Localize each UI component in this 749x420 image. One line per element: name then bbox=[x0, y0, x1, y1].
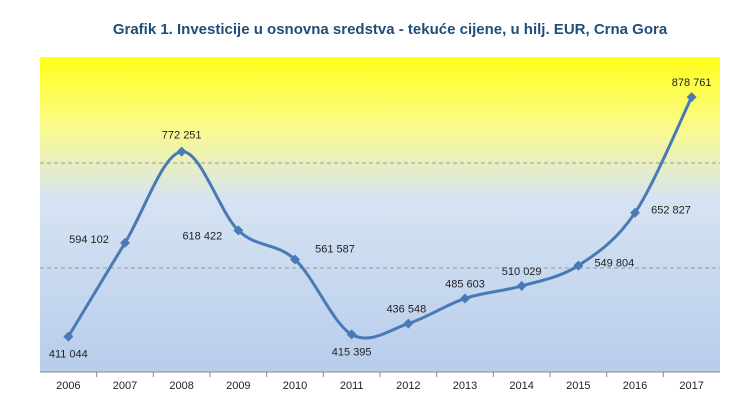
data-label: 618 422 bbox=[182, 230, 222, 242]
marker bbox=[686, 92, 697, 103]
chart-title: Grafik 1. Investicije u osnovna sredstva… bbox=[113, 21, 668, 38]
x-tick-label: 2015 bbox=[566, 380, 590, 392]
line bbox=[67, 96, 694, 340]
data-label: 652 827 bbox=[651, 205, 691, 217]
marker bbox=[516, 280, 527, 291]
x-tick-label: 2012 bbox=[396, 380, 420, 392]
x-tick-label: 2010 bbox=[283, 380, 307, 392]
x-tick-label: 2006 bbox=[56, 380, 80, 392]
data-label: 594 102 bbox=[69, 234, 109, 246]
x-tick-label: 2009 bbox=[226, 380, 250, 392]
x-tick-label: 2008 bbox=[169, 380, 193, 392]
x-tick-label: 2017 bbox=[679, 380, 703, 392]
marker bbox=[120, 237, 130, 248]
x-tick-label: 2007 bbox=[113, 380, 137, 392]
marker bbox=[290, 254, 300, 265]
marker bbox=[63, 331, 74, 342]
marker bbox=[403, 318, 414, 329]
data-label: 436 548 bbox=[386, 303, 426, 315]
marker bbox=[346, 329, 357, 340]
data-label: 510 029 bbox=[502, 266, 542, 278]
plot-area bbox=[40, 57, 720, 372]
marker bbox=[630, 207, 640, 218]
marker bbox=[460, 293, 470, 304]
x-tick-label: 2016 bbox=[623, 380, 647, 392]
data-label: 549 804 bbox=[594, 257, 634, 269]
marker bbox=[573, 260, 584, 271]
data-label: 561 587 bbox=[315, 243, 355, 255]
x-tick-label: 2011 bbox=[340, 380, 364, 392]
marker bbox=[233, 225, 244, 236]
data-label: 878 761 bbox=[672, 77, 712, 89]
data-label: 485 603 bbox=[445, 278, 485, 290]
data-label: 772 251 bbox=[162, 130, 202, 142]
x-tick-label: 2013 bbox=[453, 380, 477, 392]
marker bbox=[176, 146, 187, 157]
data-label: 411 044 bbox=[49, 349, 88, 361]
x-tick-label: 2014 bbox=[509, 380, 533, 392]
data-label: 415 395 bbox=[332, 346, 372, 358]
